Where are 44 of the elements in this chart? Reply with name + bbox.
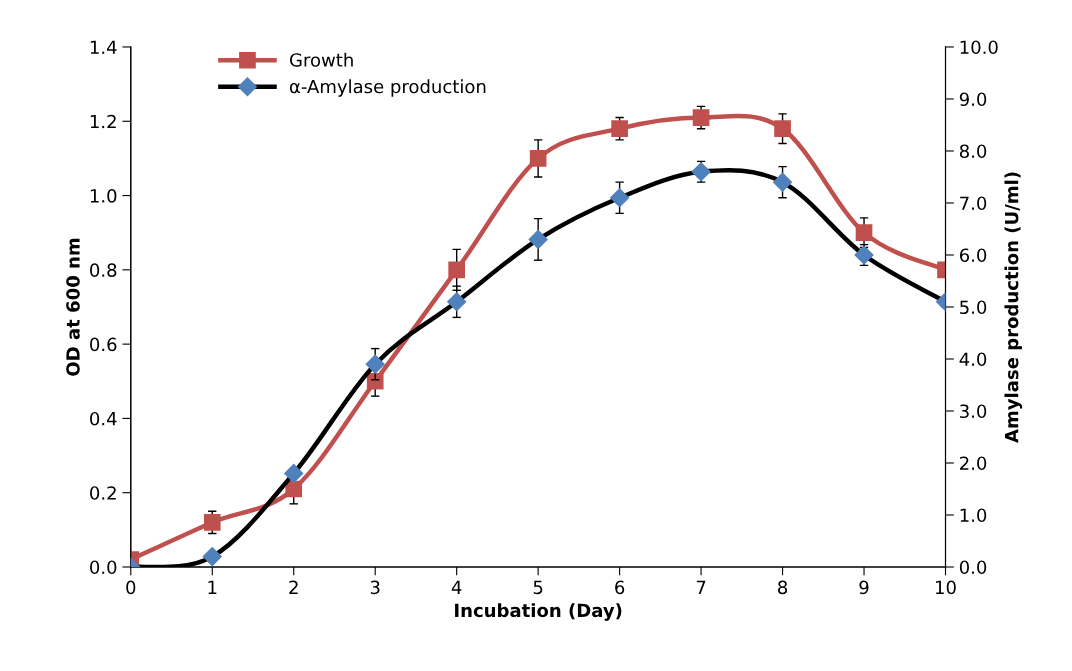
- x-tick-label: 4: [451, 580, 462, 594]
- x-tick-label: 0: [126, 580, 136, 595]
- y2-tick-label: 5.0: [960, 300, 987, 315]
- point: [366, 372, 384, 390]
- x-tick-label: 8: [778, 580, 788, 595]
- point: [692, 109, 710, 126]
- x-tick-label: 7: [696, 580, 706, 594]
- y2-tick-label: 2.0: [960, 456, 987, 471]
- y-tick-label: 1.4: [90, 40, 117, 54]
- x-tick-label: 1: [208, 580, 217, 594]
- y2-tick-label: 8.0: [959, 144, 987, 159]
- point: [285, 480, 303, 498]
- point: [529, 150, 547, 167]
- y2-tick-label: 0.0: [959, 560, 987, 575]
- point: [855, 224, 873, 242]
- point: [203, 514, 221, 531]
- x-tick-label: 2: [289, 580, 298, 594]
- x-tick-label: 5: [533, 580, 543, 595]
- point: [774, 120, 791, 138]
- x-axis-title: Incubation (Day): [455, 603, 622, 621]
- y2-tick-label: 6.0: [959, 248, 987, 263]
- y2-tick-label: 3.0: [960, 404, 987, 419]
- y-tick-label: 0.8: [90, 263, 117, 277]
- y2-tick-label: 4.0: [959, 352, 987, 367]
- y-axis-title: OD at 600 nm: [66, 238, 80, 376]
- x-tick-label: 10: [936, 580, 956, 595]
- point: [448, 261, 466, 279]
- y-tick-label: 0.6: [90, 337, 117, 352]
- legend-label: Growth: [289, 52, 353, 67]
- y2-tick-label: 1.0: [960, 508, 987, 523]
- y-tick-label: 0.2: [90, 486, 116, 500]
- y2-tick-label: 10.0: [960, 40, 998, 55]
- y2-tick-label: 7.0: [960, 196, 987, 211]
- legend-label: α-Amylase production: [289, 79, 486, 97]
- x-tick-label: 6: [615, 580, 625, 595]
- y-tick-label: 1.0: [90, 189, 117, 203]
- x-tick-label: 9: [859, 580, 869, 595]
- point: [611, 120, 628, 138]
- y-tick-label: 0.0: [90, 560, 117, 575]
- y-tick-label: 1.2: [90, 114, 116, 129]
- y2-axis-title: Amylase production (U/ml): [1004, 172, 1023, 443]
- y2-tick-label: 9.0: [959, 92, 987, 107]
- x-tick-label: 3: [370, 580, 380, 595]
- y-tick-label: 0.4: [90, 411, 117, 426]
